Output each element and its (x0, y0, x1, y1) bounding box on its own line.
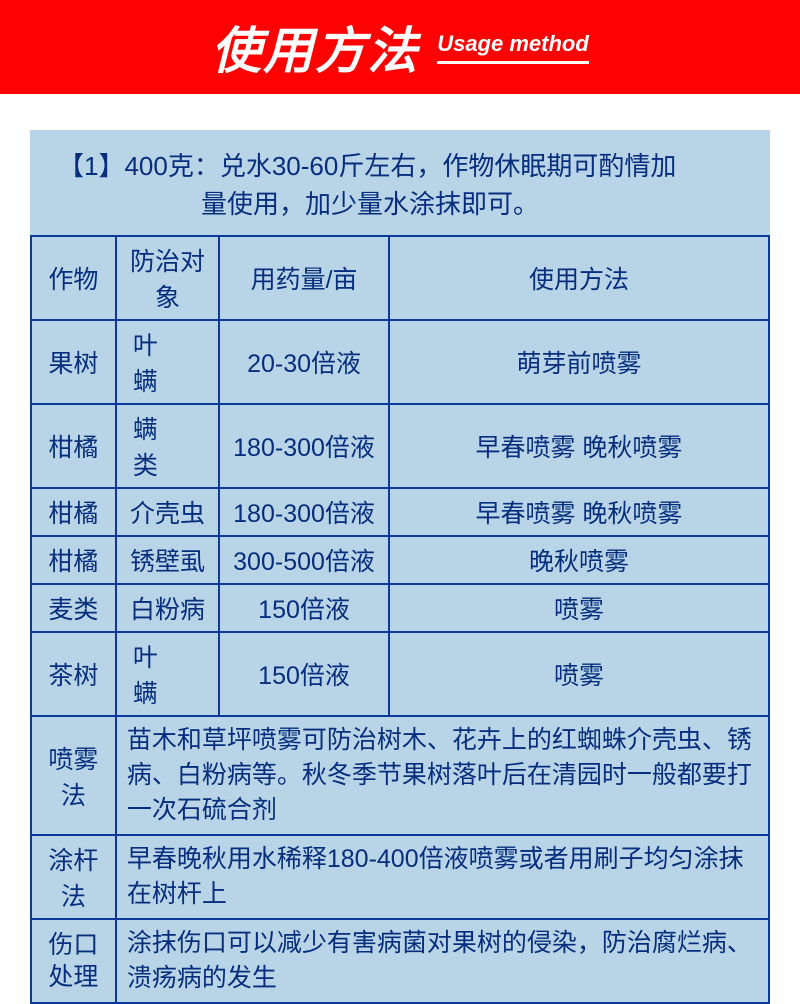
cell-method: 喷雾 (389, 632, 769, 716)
method-name: 涂杆法 (31, 835, 116, 919)
cell-method: 早春喷雾 晚秋喷雾 (389, 488, 769, 536)
table-row: 麦类 白粉病 150倍液 喷雾 (31, 584, 769, 632)
cell-dose: 180-300倍液 (219, 404, 389, 488)
cell-dose: 300-500倍液 (219, 536, 389, 584)
cell-crop: 柑橘 (31, 488, 116, 536)
method-row: 涂杆法 早春晚秋用水稀释180-400倍液喷雾或者用刷子均匀涂抹在树杆上 (31, 835, 769, 919)
method-row: 伤口处理 涂抹伤口可以减少有害病菌对果树的侵染，防治腐烂病、溃疡病的发生 (31, 919, 769, 1003)
cell-target: 白粉病 (116, 584, 219, 632)
cell-target: 螨 类 (116, 404, 219, 488)
table-row: 柑橘 介壳虫 180-300倍液 早春喷雾 晚秋喷雾 (31, 488, 769, 536)
cell-target: 叶 螨 (116, 320, 219, 404)
th-method: 使用方法 (389, 236, 769, 320)
method-desc: 早春晚秋用水稀释180-400倍液喷雾或者用刷子均匀涂抹在树杆上 (116, 835, 769, 919)
table-row: 柑橘 锈壁虱 300-500倍液 晚秋喷雾 (31, 536, 769, 584)
cell-method: 早春喷雾 晚秋喷雾 (389, 404, 769, 488)
table-row: 柑橘 螨 类 180-300倍液 早春喷雾 晚秋喷雾 (31, 404, 769, 488)
intro-text: 【1】400克：兑水30-60斤左右，作物休眠期可酌情加 量使用，加少量水涂抹即… (30, 148, 770, 235)
intro-line2: 量使用，加少量水涂抹即可。 (58, 186, 742, 224)
cell-crop: 茶树 (31, 632, 116, 716)
table-row: 果树 叶 螨 20-30倍液 萌芽前喷雾 (31, 320, 769, 404)
cell-crop: 麦类 (31, 584, 116, 632)
usage-table: 作物 防治对象 用药量/亩 使用方法 果树 叶 螨 20-30倍液 萌芽前喷雾 … (30, 235, 770, 1004)
method-desc: 涂抹伤口可以减少有害病菌对果树的侵染，防治腐烂病、溃疡病的发生 (116, 919, 769, 1003)
header-band: 使用方法 Usage method (0, 0, 800, 94)
cell-method: 晚秋喷雾 (389, 536, 769, 584)
header-title-en: Usage method (437, 31, 589, 64)
cell-dose: 180-300倍液 (219, 488, 389, 536)
th-dose: 用药量/亩 (219, 236, 389, 320)
cell-method: 萌芽前喷雾 (389, 320, 769, 404)
cell-target: 叶 螨 (116, 632, 219, 716)
cell-dose: 20-30倍液 (219, 320, 389, 404)
cell-crop: 柑橘 (31, 404, 116, 488)
th-crop: 作物 (31, 236, 116, 320)
header-title-cn: 使用方法 (211, 11, 419, 83)
usage-panel: 【1】400克：兑水30-60斤左右，作物休眠期可酌情加 量使用，加少量水涂抹即… (30, 130, 770, 1004)
cell-target: 介壳虫 (116, 488, 219, 536)
cell-crop: 柑橘 (31, 536, 116, 584)
th-target: 防治对象 (116, 236, 219, 320)
intro-line1: 【1】400克：兑水30-60斤左右，作物休眠期可酌情加 (58, 148, 742, 186)
method-row: 喷雾法 苗木和草坪喷雾可防治树木、花卉上的红蜘蛛介壳虫、锈病、白粉病等。秋冬季节… (31, 716, 769, 835)
method-desc: 苗木和草坪喷雾可防治树木、花卉上的红蜘蛛介壳虫、锈病、白粉病等。秋冬季节果树落叶… (116, 716, 769, 835)
cell-target: 锈壁虱 (116, 536, 219, 584)
cell-crop: 果树 (31, 320, 116, 404)
method-name: 喷雾法 (31, 716, 116, 835)
header-title-en-wrap: Usage method (437, 31, 589, 64)
table-header-row: 作物 防治对象 用药量/亩 使用方法 (31, 236, 769, 320)
cell-dose: 150倍液 (219, 584, 389, 632)
table-row: 茶树 叶 螨 150倍液 喷雾 (31, 632, 769, 716)
method-name: 伤口处理 (31, 919, 116, 1003)
cell-method: 喷雾 (389, 584, 769, 632)
cell-dose: 150倍液 (219, 632, 389, 716)
